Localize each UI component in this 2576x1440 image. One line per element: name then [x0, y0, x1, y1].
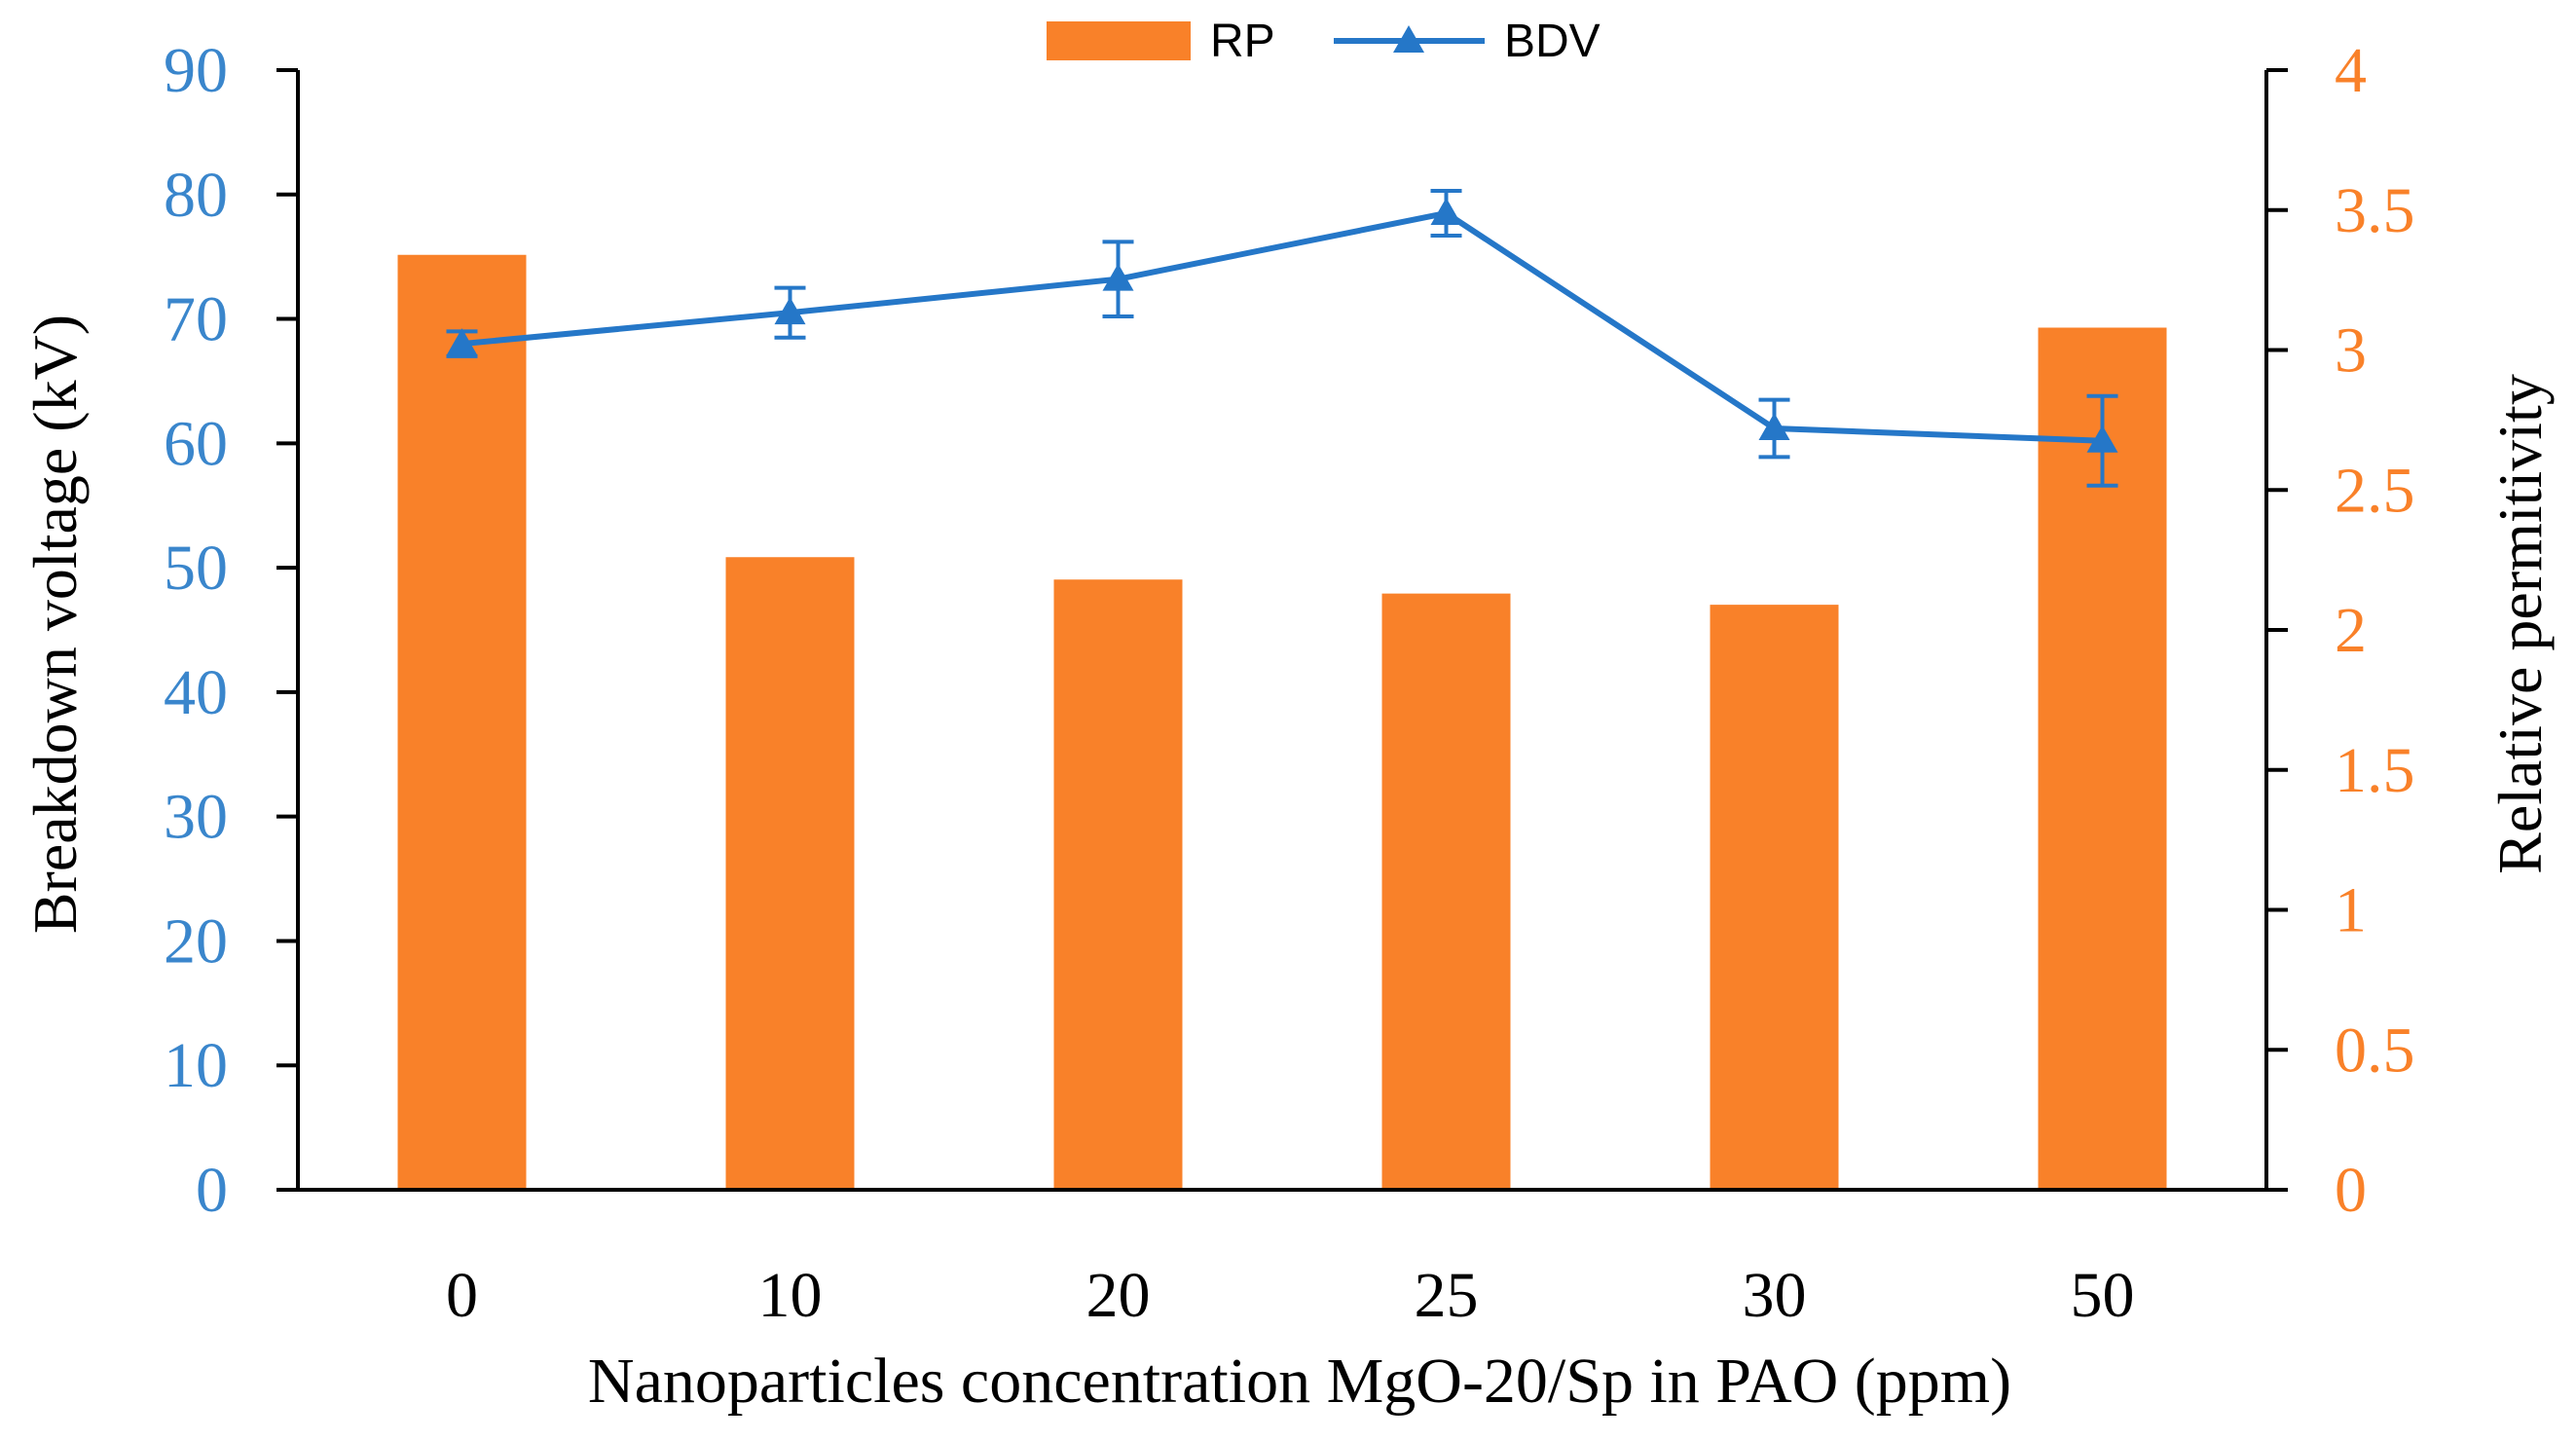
x-tick-label: 10 [758, 1260, 823, 1331]
bar-rp-10 [725, 557, 855, 1190]
x-axis-title: Nanoparticles concentration MgO-20/Sp in… [588, 1346, 2011, 1417]
y2-tick-label: 0 [2335, 1155, 2367, 1226]
bdv-point-30 [1758, 413, 1790, 440]
y-tick-label: 30 [164, 782, 228, 853]
y2-tick-label: 2.5 [2335, 455, 2415, 526]
y2-tick-label: 1.5 [2335, 735, 2415, 806]
bar-rp-20 [1053, 579, 1183, 1190]
y-tick-label: 0 [196, 1155, 228, 1226]
y-tick-label: 80 [164, 160, 228, 231]
y-tick-label: 10 [164, 1030, 228, 1101]
y-tick-label: 70 [164, 284, 228, 355]
bdv-point-50 [2086, 425, 2118, 453]
y-axis-title: Breakdown voltage (kV) [20, 314, 90, 934]
y2-tick-label: 0.5 [2335, 1015, 2415, 1086]
y2-tick-label: 3.5 [2335, 175, 2415, 246]
legend-rp-label: RP [1210, 16, 1275, 67]
bar-rp-0 [397, 254, 527, 1190]
bdv-point-20 [1102, 263, 1134, 291]
y-tick-label: 40 [164, 657, 228, 728]
y-tick-label: 50 [164, 533, 228, 604]
legend-bdv-marker [1393, 25, 1424, 53]
y2-tick-label: 3 [2335, 315, 2367, 387]
bdv-series [446, 188, 2118, 488]
legend: RP BDV [1047, 16, 1601, 67]
x-tick-label: 30 [1743, 1260, 1807, 1331]
bdv-point-25 [1430, 197, 1462, 225]
x-tick-label: 20 [1086, 1260, 1151, 1331]
legend-bdv-label: BDV [1504, 16, 1601, 67]
y2-tick-label: 4 [2335, 35, 2367, 106]
y2-tick-label: 2 [2335, 595, 2367, 666]
x-tick-label: 0 [446, 1260, 478, 1331]
y2-tick-label: 1 [2335, 875, 2367, 946]
y-tick-label: 20 [164, 905, 228, 977]
legend-rp-swatch [1047, 21, 1191, 60]
y2-axis-title: Relative permitivity [2485, 374, 2555, 874]
x-tick-label: 25 [1415, 1260, 1479, 1331]
bars-rp-series [397, 254, 2167, 1190]
bar-rp-30 [1710, 605, 1839, 1190]
y-tick-label: 90 [164, 35, 228, 106]
bar-rp-25 [1381, 593, 1511, 1190]
x-tick-label: 50 [2071, 1260, 2135, 1331]
bdv-line [461, 209, 2103, 444]
bdv-point-0 [446, 328, 478, 356]
bdv-point-10 [774, 297, 806, 325]
y-tick-label: 60 [164, 408, 228, 479]
